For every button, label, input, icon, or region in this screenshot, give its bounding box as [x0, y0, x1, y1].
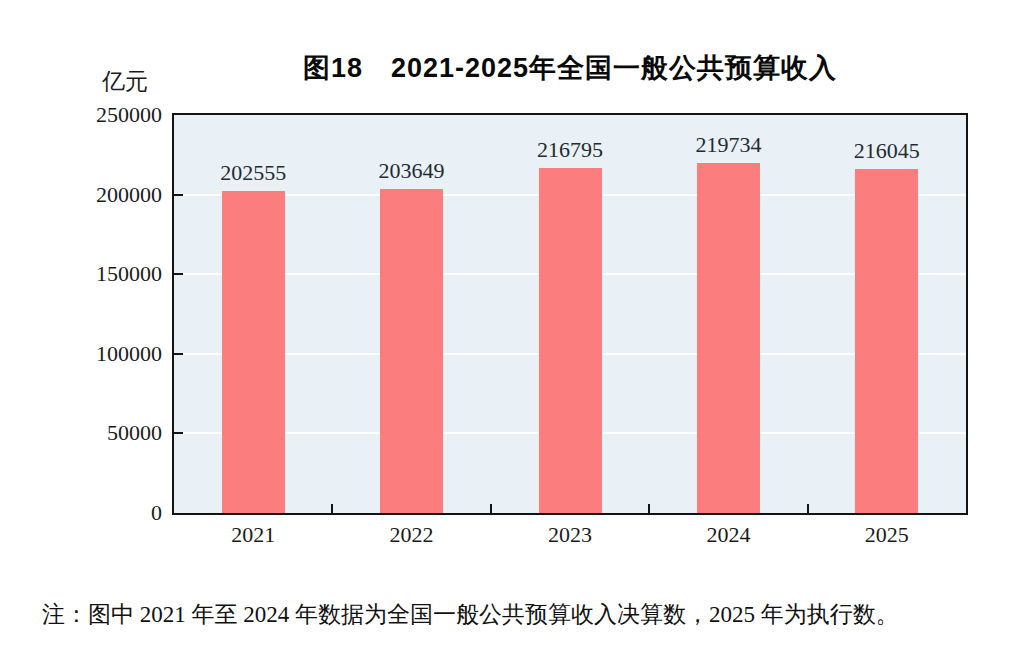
bar [222, 191, 285, 513]
x-axis-tick [331, 504, 333, 513]
x-axis-tick [648, 504, 650, 513]
y-tick-label: 200000 [12, 182, 162, 208]
bar [855, 169, 918, 513]
x-tick-label: 2021 [183, 521, 323, 549]
y-axis-tick [174, 432, 183, 434]
bar-value-label: 216045 [817, 138, 957, 164]
figure-note: 注：图中 2021 年至 2024 年数据为全国一般公共预算收入决算数，2025… [42, 599, 1002, 630]
plot-area: 202555 203649 216795 219734 216045 [172, 113, 968, 515]
y-axis-unit-label: 亿元 [102, 66, 148, 97]
bar [380, 189, 443, 513]
bar-value-label: 203649 [342, 158, 482, 184]
bar [697, 163, 760, 513]
bar-value-label: 216795 [500, 137, 640, 163]
y-tick-label: 50000 [12, 420, 162, 446]
y-axis-tick [174, 273, 183, 275]
y-axis-tick [174, 353, 183, 355]
y-tick-label: 0 [12, 500, 162, 526]
x-tick-label: 2025 [817, 521, 957, 549]
y-axis-tick [174, 194, 183, 196]
bar [539, 168, 602, 513]
x-axis-tick [807, 504, 809, 513]
x-tick-label: 2022 [342, 521, 482, 549]
chart-title: 图18 2021-2025年全国一般公共预算收入 [172, 50, 968, 86]
x-axis-tick [490, 504, 492, 513]
x-tick-label: 2024 [658, 521, 798, 549]
x-tick-label: 2023 [500, 521, 640, 549]
bar-value-label: 202555 [183, 160, 323, 186]
y-tick-label: 250000 [12, 102, 162, 128]
bar-value-label: 219734 [658, 132, 798, 158]
budget-revenue-figure: 图18 2021-2025年全国一般公共预算收入 亿元 202555 203649… [0, 0, 1024, 656]
y-tick-label: 100000 [12, 341, 162, 367]
y-tick-label: 150000 [12, 261, 162, 287]
